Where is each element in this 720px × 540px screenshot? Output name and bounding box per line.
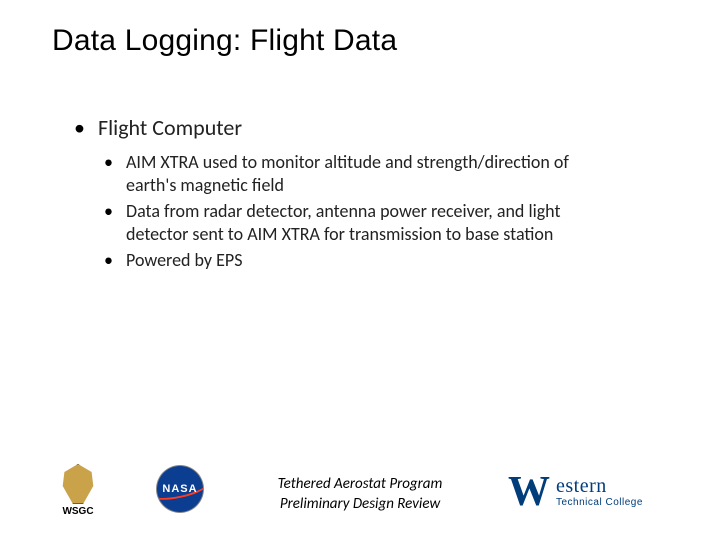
bullet-list-level1: Flight Computer AIM XTRA used to monitor… [70, 114, 670, 272]
content-area: Flight Computer AIM XTRA used to monitor… [70, 114, 670, 282]
footer-line1: Tethered Aerostat Program [278, 474, 443, 494]
slide: Data Logging: Flight Data Flight Compute… [0, 0, 720, 540]
bullet-item: Powered by EPS [98, 249, 618, 272]
western-sub: Technical College [556, 498, 643, 508]
bullet-item: Data from radar detector, antenna power … [98, 200, 618, 245]
slide-title: Data Logging: Flight Data [52, 24, 397, 58]
footer: WSGC NASA Tethered Aerostat Program Prel… [0, 452, 720, 522]
bullet-flight-computer: Flight Computer AIM XTRA used to monitor… [70, 114, 670, 272]
wisconsin-shape-icon [61, 464, 95, 504]
footer-line2: Preliminary Design Review [278, 494, 443, 514]
western-text: estern Technical College [556, 476, 643, 508]
wsgc-label: WSGC [48, 506, 108, 517]
nasa-label: NASA [162, 483, 197, 495]
western-w-icon: W [508, 471, 550, 513]
bullet-label: Flight Computer [98, 114, 242, 141]
bullet-item: AIM XTRA used to monitor altitude and st… [98, 151, 618, 196]
bullet-list-level2: AIM XTRA used to monitor altitude and st… [98, 151, 670, 272]
nasa-logo: NASA [150, 464, 210, 516]
western-main: estern [556, 476, 643, 496]
nasa-circle-icon: NASA [157, 466, 203, 512]
footer-text: Tethered Aerostat Program Preliminary De… [278, 474, 443, 515]
western-wrap: W estern Technical College [508, 468, 686, 516]
western-logo: W estern Technical College [508, 468, 686, 516]
wsgc-logo: WSGC [48, 464, 108, 516]
